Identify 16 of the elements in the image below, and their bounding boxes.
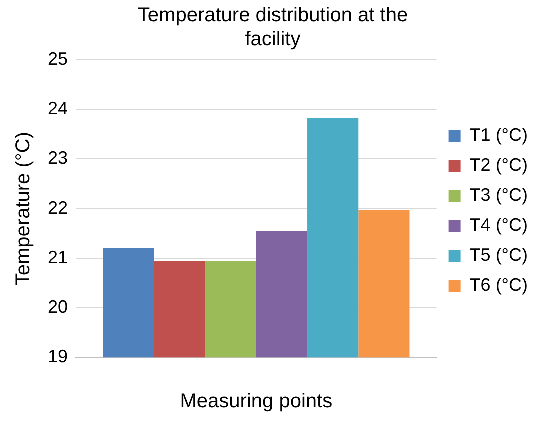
- y-tick-label: 20: [48, 296, 68, 317]
- y-axis-title: Temperature (°C): [12, 132, 35, 286]
- legend-label: T1 (°C): [470, 124, 528, 145]
- y-tick-label: 25: [48, 48, 68, 69]
- x-axis-title: Measuring points: [180, 390, 333, 413]
- y-tick-label: 19: [48, 346, 68, 367]
- y-tick-label: 22: [48, 198, 68, 218]
- legend-label: T6 (°C): [470, 274, 528, 295]
- legend-label: T3 (°C): [470, 184, 528, 205]
- legend-label: T5 (°C): [470, 244, 528, 265]
- legend-label: T2 (°C): [470, 154, 528, 175]
- y-tick-label: 24: [48, 98, 68, 119]
- y-tick-label: 23: [48, 148, 68, 168]
- y-tick-label: 21: [48, 247, 68, 268]
- chart-title: Temperature distribution at the facility: [138, 4, 408, 51]
- legend-label: T4 (°C): [470, 214, 528, 235]
